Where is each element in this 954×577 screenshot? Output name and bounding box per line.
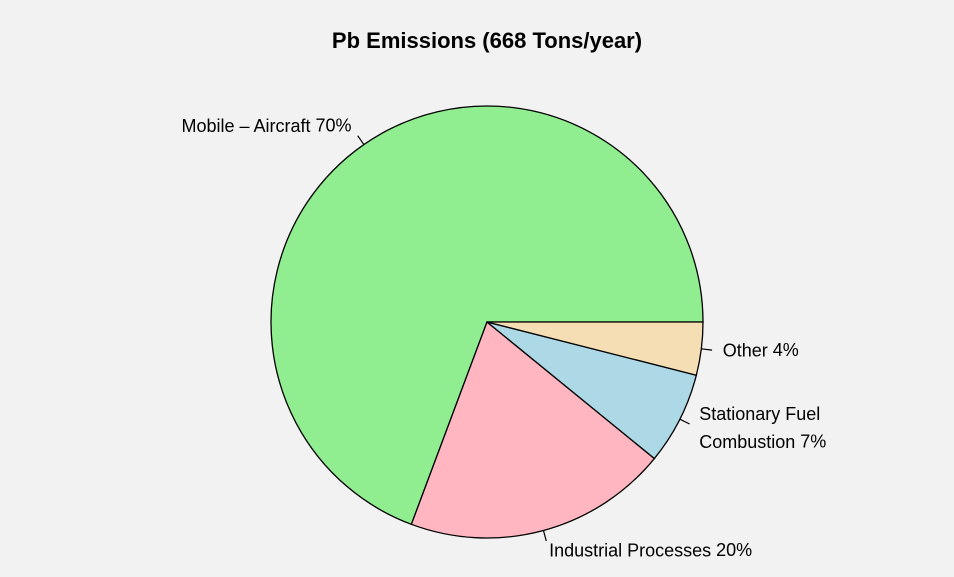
slice-label: Other <box>723 340 768 360</box>
slice-label: Mobile – Aircraft <box>181 116 310 136</box>
label-tick <box>542 530 547 542</box>
slice-label: Industrial Processes <box>549 540 711 560</box>
slice-label-line: Other <box>723 340 768 360</box>
slice-value-label: 7% <box>800 432 826 452</box>
slice-label: Stationary Fuel Combustion <box>699 404 825 452</box>
slice-value-label: 20% <box>716 540 752 560</box>
slice-value-label: 70% <box>316 116 352 136</box>
label-tick <box>679 418 690 425</box>
slice-label-line: Stationary Fuel <box>699 404 825 424</box>
pie-slice <box>486 321 704 376</box>
pie-slice <box>270 105 704 526</box>
chart-title: Pb Emissions (668 Tons/year) <box>332 28 642 53</box>
label-tick <box>701 348 713 351</box>
slice-label-line: Mobile – Aircraft <box>181 116 310 136</box>
pie-slice <box>410 320 656 539</box>
slice-label-line: Industrial Processes <box>549 540 711 560</box>
slice-value-label: 4% <box>773 340 799 360</box>
slice-label-line: Combustion <box>699 432 795 452</box>
label-tick <box>357 135 365 145</box>
